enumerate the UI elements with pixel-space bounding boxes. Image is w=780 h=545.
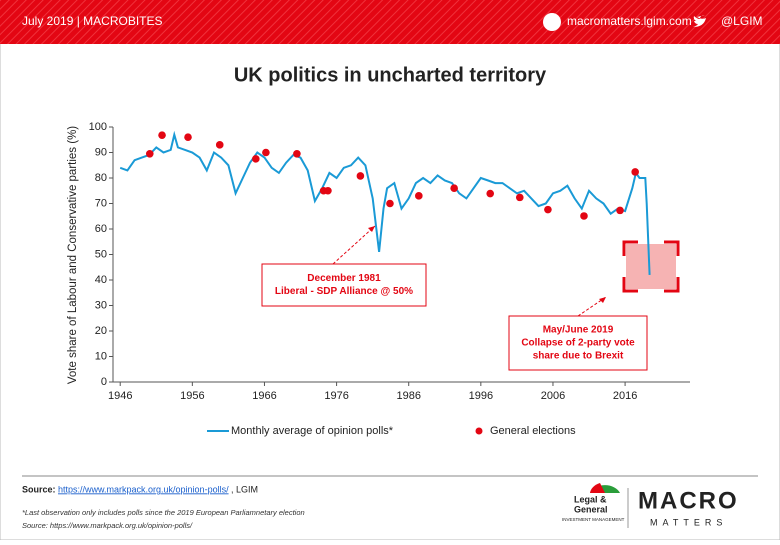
header-site[interactable]: macromatters.lgim.com <box>567 14 692 28</box>
x-tick-label: 1966 <box>252 390 276 402</box>
header-bar <box>0 0 780 44</box>
y-tick-label: 20 <box>95 325 107 337</box>
legend-label: General elections <box>490 425 576 437</box>
election-point <box>415 192 423 200</box>
x-tick-label: 1946 <box>108 390 132 402</box>
y-tick-label: 0 <box>101 376 107 388</box>
source-rest: , LGIM <box>231 484 258 494</box>
highlight-bracket <box>622 277 638 293</box>
callout-arrow <box>577 296 607 317</box>
x-tick-label: 1996 <box>469 390 493 402</box>
legend-swatch <box>475 427 483 435</box>
highlight-bracket <box>622 240 638 256</box>
logo-text: Legal & <box>574 494 607 504</box>
callout-text: Liberal - SDP Alliance @ 50% <box>275 286 413 297</box>
source-link[interactable]: https://www.markpack.org.uk/opinion-poll… <box>58 484 229 494</box>
footnote: *Last observation only includes polls si… <box>22 508 305 517</box>
y-tick-label: 90 <box>95 146 107 158</box>
y-tick-label: 30 <box>95 299 107 311</box>
highlight <box>626 244 676 289</box>
x-tick-label: 2016 <box>613 390 637 402</box>
footnote: Source: https://www.markpack.org.uk/opin… <box>22 521 193 530</box>
election-point <box>616 206 624 215</box>
election-point <box>184 133 192 141</box>
callout-arrowhead <box>599 297 606 303</box>
election-point <box>544 205 552 214</box>
election-point <box>158 131 166 139</box>
umbrella-icon <box>590 483 605 493</box>
election-point <box>515 193 524 202</box>
election-point <box>293 149 301 158</box>
election-point <box>386 199 394 208</box>
election-point <box>262 148 270 157</box>
election-point <box>215 141 224 149</box>
election-point <box>631 168 639 176</box>
header-handle[interactable]: @LGIM <box>721 14 763 28</box>
y-tick-label: 10 <box>95 350 107 362</box>
y-axis-title: Vote share of Labour and Conservative pa… <box>67 126 79 384</box>
y-tick-label: 70 <box>95 197 107 209</box>
y-tick-label: 100 <box>89 121 107 133</box>
poll-line <box>119 130 651 275</box>
election-point <box>450 184 458 192</box>
x-tick-label: 1986 <box>396 390 420 402</box>
header-left: July 2019 | MACROBITES <box>22 14 163 28</box>
highlight-bracket <box>664 277 680 293</box>
chart-title: UK politics in uncharted territory <box>234 64 547 86</box>
twitter-icon <box>693 15 706 27</box>
callout-text: December 1981 <box>307 273 381 284</box>
callout-arrowhead <box>368 226 375 232</box>
logo-text: General <box>574 504 608 514</box>
election-point <box>145 149 154 158</box>
election-point <box>252 155 260 163</box>
callout-text: May/June 2019 <box>543 325 614 336</box>
y-tick-label: 80 <box>95 172 107 184</box>
callout-box <box>261 263 427 307</box>
callout-text: share due to Brexit <box>533 351 624 362</box>
highlight-bracket <box>664 240 680 256</box>
x-tick-label: 1956 <box>180 390 204 402</box>
election-point <box>356 172 365 180</box>
source-label: Source: <box>22 484 56 494</box>
y-tick-label: 50 <box>95 248 107 260</box>
callout-box <box>508 315 648 371</box>
web-icon <box>543 13 561 31</box>
logo-text: INVESTMENT MANAGEMENT <box>562 517 625 522</box>
x-tick-label: 2006 <box>541 390 565 402</box>
election-point <box>486 189 495 198</box>
logo-matters: MATTERS <box>650 517 727 527</box>
x-tick-label: 1976 <box>324 390 348 402</box>
callout-text: Collapse of 2-party vote <box>521 338 635 349</box>
callout-arrow <box>332 225 376 265</box>
y-tick-label: 40 <box>95 274 107 286</box>
election-point <box>580 212 588 220</box>
election-point <box>324 186 332 195</box>
legend-label: Monthly average of opinion polls* <box>231 425 394 437</box>
y-tick-label: 60 <box>95 223 107 235</box>
logo-macro: MACRO <box>638 487 739 514</box>
